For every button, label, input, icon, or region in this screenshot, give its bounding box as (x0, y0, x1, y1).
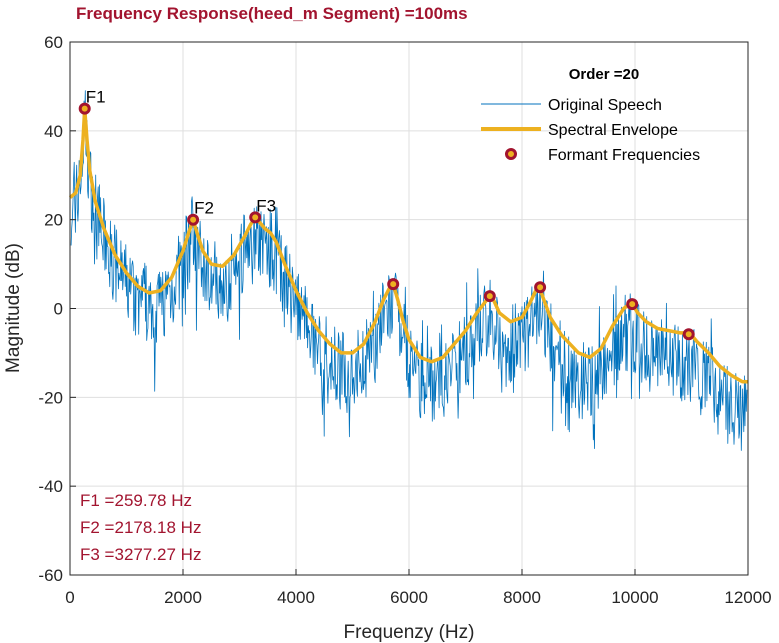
y-tick-label: -40 (38, 477, 63, 496)
y-axis-label: Magnitude (dB) (3, 243, 24, 373)
formant-peak-label: F2 (194, 199, 214, 218)
x-tick-label: 12000 (724, 588, 771, 607)
annotation-f2: F2 =2178.18 Hz (80, 518, 201, 537)
x-axis-label: Frequenzy (Hz) (344, 622, 475, 643)
legend-label-spectral-envelope: Spectral Envelope (548, 122, 678, 139)
formant-marker (78, 102, 91, 115)
legend-label-formant-frequencies: Formant Frequencies (548, 147, 700, 164)
y-tick-label: 0 (54, 300, 63, 319)
original-speech-line (70, 90, 748, 451)
chart-title: Frequency Response(heed_m Segment) =100m… (76, 4, 468, 23)
annotation-f1: F1 =259.78 Hz (80, 491, 192, 510)
formant-peak-label: F1 (86, 88, 106, 107)
x-axis-ticks: 0 2000 4000 6000 8000 10000 12000 (65, 569, 772, 607)
x-tick-label: 2000 (164, 588, 202, 607)
y-tick-label: 60 (44, 33, 63, 52)
formant-marker (187, 213, 200, 226)
formant-marker (534, 281, 547, 294)
x-tick-label: 10000 (611, 588, 658, 607)
y-tick-label: 20 (44, 211, 63, 230)
y-tick-label: -60 (38, 566, 63, 585)
formant-marker (483, 290, 496, 303)
legend-title: Order =20 (569, 66, 639, 83)
formant-markers (78, 102, 695, 341)
x-tick-label: 6000 (390, 588, 428, 607)
formant-marker (387, 278, 400, 291)
legend-label-original-speech: Original Speech (548, 97, 662, 114)
original-speech-series (70, 90, 748, 451)
formant-marker (682, 328, 695, 341)
formant-marker (249, 211, 262, 224)
x-tick-label: 8000 (503, 588, 541, 607)
y-tick-label: 40 (44, 122, 63, 141)
y-axis-ticks: 60 40 20 0 -20 -40 -60 (38, 33, 76, 585)
formant-peak-label: F3 (256, 196, 276, 215)
y-tick-label: -20 (38, 388, 63, 407)
x-tick-label: 0 (65, 588, 74, 607)
formant-peak-labels: F1 F2 F3 (86, 88, 276, 218)
formant-marker (626, 298, 639, 311)
legend: Order =20 Original Speech Spectral Envel… (481, 66, 700, 164)
formant-annotations: F1 =259.78 Hz F2 =2178.18 Hz F3 =3277.27… (80, 491, 201, 564)
x-tick-label: 4000 (277, 588, 315, 607)
legend-swatch-formant-frequencies (505, 148, 517, 160)
annotation-f3: F3 =3277.27 Hz (80, 545, 201, 564)
